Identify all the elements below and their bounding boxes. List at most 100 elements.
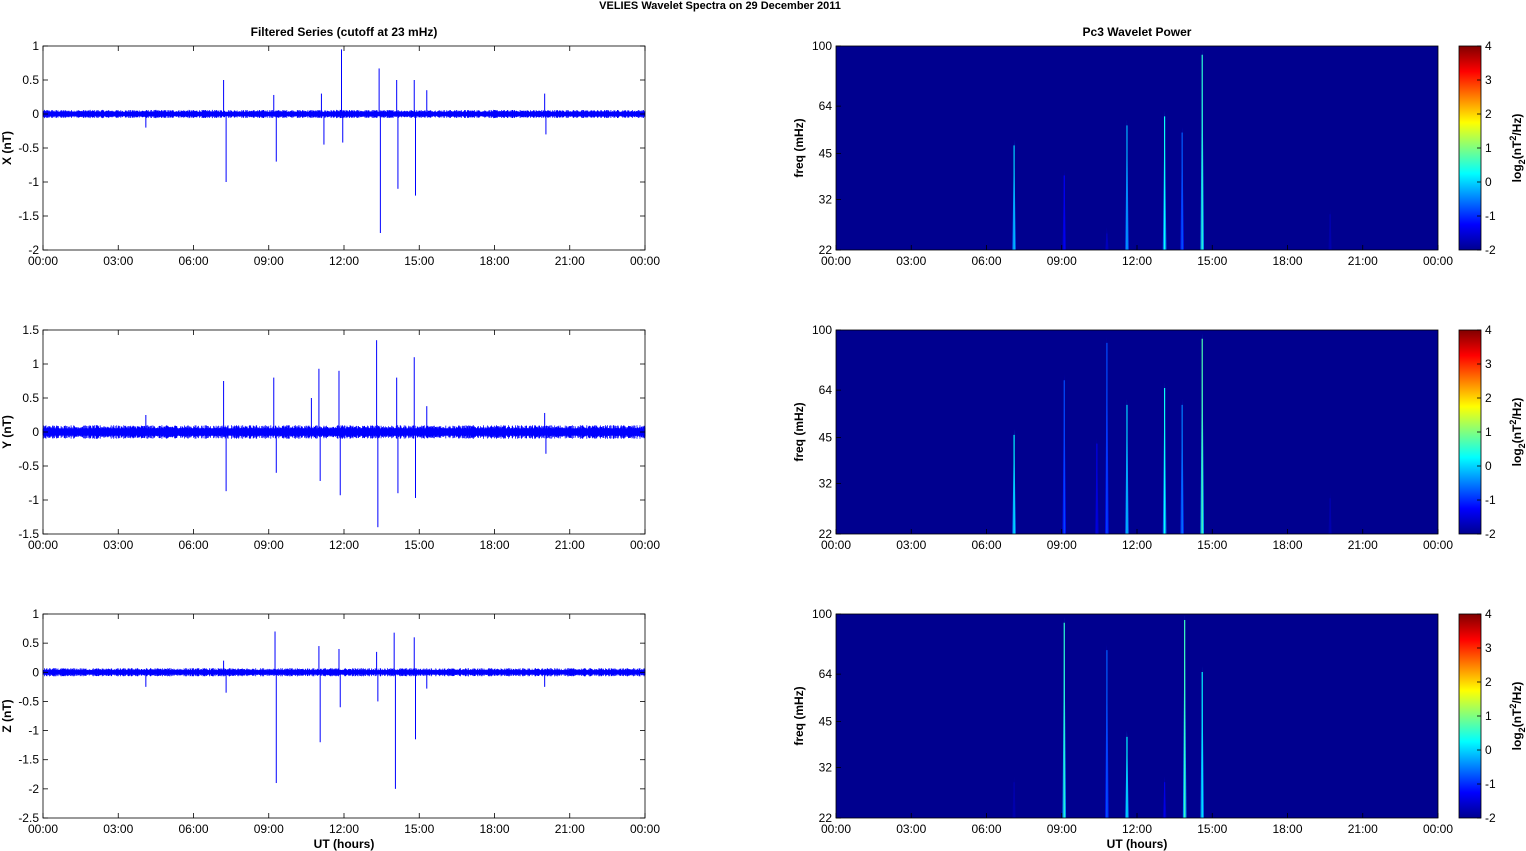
spectrum-background (836, 46, 1438, 250)
colorbar-tick-label: 3 (1485, 73, 1492, 87)
x-tick-label: 21:00 (555, 254, 585, 268)
colorbar-tick-label: -1 (1485, 493, 1496, 507)
y-tick-label: 1 (32, 607, 39, 621)
x-tick-label: 06:00 (178, 538, 208, 552)
y-tick-label: -1 (28, 175, 39, 189)
left-column-title: Filtered Series (cutoff at 23 mHz) (251, 25, 438, 39)
figure-title: VELIES Wavelet Spectra on 29 December 20… (599, 0, 841, 12)
x-tick-label: 06:00 (971, 538, 1001, 552)
x-tick-label: 09:00 (1047, 254, 1077, 268)
left-xlabel: UT (hours) (314, 837, 375, 851)
y-tick-label: -2 (28, 243, 39, 257)
y-tick-label: 0 (32, 425, 39, 439)
x-tick-label: 06:00 (971, 254, 1001, 268)
y-tick-label: 1 (32, 39, 39, 53)
y-tick-label: 64 (819, 383, 833, 397)
y-axis-label: X (nT) (0, 131, 14, 165)
y-axis-label: freq (mHz) (792, 118, 806, 177)
x-tick-label: 15:00 (1197, 538, 1227, 552)
y-tick-label: 45 (819, 147, 833, 161)
y-axis-label: freq (mHz) (792, 402, 806, 461)
colorbar-tick-label: 0 (1485, 743, 1492, 757)
trace-core (43, 428, 645, 436)
right-column-title: Pc3 Wavelet Power (1083, 25, 1192, 39)
right-xlabel: UT (hours) (1107, 837, 1168, 851)
x-tick-label: 00:00 (1423, 254, 1453, 268)
spectrum-background (836, 330, 1438, 534)
x-tick-label: 18:00 (479, 538, 509, 552)
colorbar-tick-label: 3 (1485, 357, 1492, 371)
colorbar-tick-label: 1 (1485, 709, 1492, 723)
x-tick-label: 21:00 (555, 538, 585, 552)
y-tick-label: 0 (32, 107, 39, 121)
x-tick-label: 00:00 (821, 822, 851, 836)
colorbar-tick-label: -2 (1485, 527, 1496, 541)
y-tick-label: -0.5 (18, 694, 39, 708)
y-tick-label: -0.5 (18, 141, 39, 155)
y-tick-label: -1.5 (18, 209, 39, 223)
x-tick-label: 00:00 (28, 254, 58, 268)
colorbar-tick-label: -1 (1485, 209, 1496, 223)
x-tick-label: 18:00 (1272, 822, 1302, 836)
x-tick-label: 00:00 (630, 254, 660, 268)
x-tick-label: 09:00 (254, 538, 284, 552)
series-panel-1: -2 -1.5 -1 -0.5 0 0.5 1 X (nT) 00:00 03:00 06:00 09… (0, 39, 660, 268)
y-tick-label: 32 (819, 477, 833, 491)
x-tick-label: 09:00 (254, 822, 284, 836)
y-tick-label: 45 (819, 715, 833, 729)
y-tick-label: 64 (819, 99, 833, 113)
x-tick-label: 00:00 (821, 254, 851, 268)
trace-core (43, 670, 645, 675)
x-tick-label: 12:00 (329, 822, 359, 836)
colorbar-tick-label: -2 (1485, 243, 1496, 257)
x-tick-label: 21:00 (1348, 254, 1378, 268)
spectrum-background (836, 614, 1438, 818)
y-tick-label: -1.5 (18, 527, 39, 541)
colorbar-label: log2(nT2/Hz) (1508, 682, 1526, 751)
colorbar-tick-label: 4 (1485, 39, 1492, 53)
x-tick-label: 09:00 (254, 254, 284, 268)
y-tick-label: 1 (32, 357, 39, 371)
y-axis-label: Z (nT) (0, 699, 14, 732)
y-tick-label: -1 (28, 724, 39, 738)
x-tick-label: 12:00 (329, 538, 359, 552)
y-tick-label: 64 (819, 667, 833, 681)
x-tick-label: 21:00 (555, 822, 585, 836)
colorbar-tick-label: 0 (1485, 175, 1492, 189)
x-tick-label: 00:00 (630, 822, 660, 836)
x-tick-label: 21:00 (1348, 538, 1378, 552)
y-tick-label: 32 (819, 761, 833, 775)
colorbar-tick-label: -1 (1485, 777, 1496, 791)
x-tick-label: 06:00 (971, 822, 1001, 836)
trace-core (43, 111, 645, 117)
x-tick-label: 18:00 (479, 822, 509, 836)
x-tick-label: 03:00 (896, 254, 926, 268)
x-tick-label: 09:00 (1047, 822, 1077, 836)
colorbar-tick-label: 4 (1485, 607, 1492, 621)
x-tick-label: 12:00 (1122, 822, 1152, 836)
x-tick-label: 00:00 (821, 538, 851, 552)
y-tick-label: 100 (812, 39, 832, 53)
x-tick-label: 21:00 (1348, 822, 1378, 836)
y-tick-label: 45 (819, 431, 833, 445)
x-tick-label: 03:00 (896, 822, 926, 836)
colorbar-tick-label: 1 (1485, 141, 1492, 155)
x-tick-label: 18:00 (1272, 254, 1302, 268)
y-tick-label: 1.5 (22, 323, 39, 337)
y-tick-label: -2 (28, 782, 39, 796)
series-panel-2: -1.5 -1 -0.5 0 0.5 1 1.5 Y (nT) 00:00 03:00 06:00 0… (0, 323, 660, 552)
x-tick-label: 15:00 (404, 538, 434, 552)
x-tick-label: 12:00 (329, 254, 359, 268)
y-tick-label: 100 (812, 323, 832, 337)
x-tick-label: 00:00 (630, 538, 660, 552)
series-panel-3: -2.5 -2 -1.5 -1 -0.5 0 0.5 1 Z (nT) 00:00 03:00 06:… (0, 607, 660, 836)
x-tick-label: 03:00 (103, 822, 133, 836)
y-tick-label: -1.5 (18, 753, 39, 767)
x-tick-label: 06:00 (178, 822, 208, 836)
plot-area (43, 614, 645, 818)
x-tick-label: 00:00 (28, 538, 58, 552)
x-tick-label: 00:00 (28, 822, 58, 836)
